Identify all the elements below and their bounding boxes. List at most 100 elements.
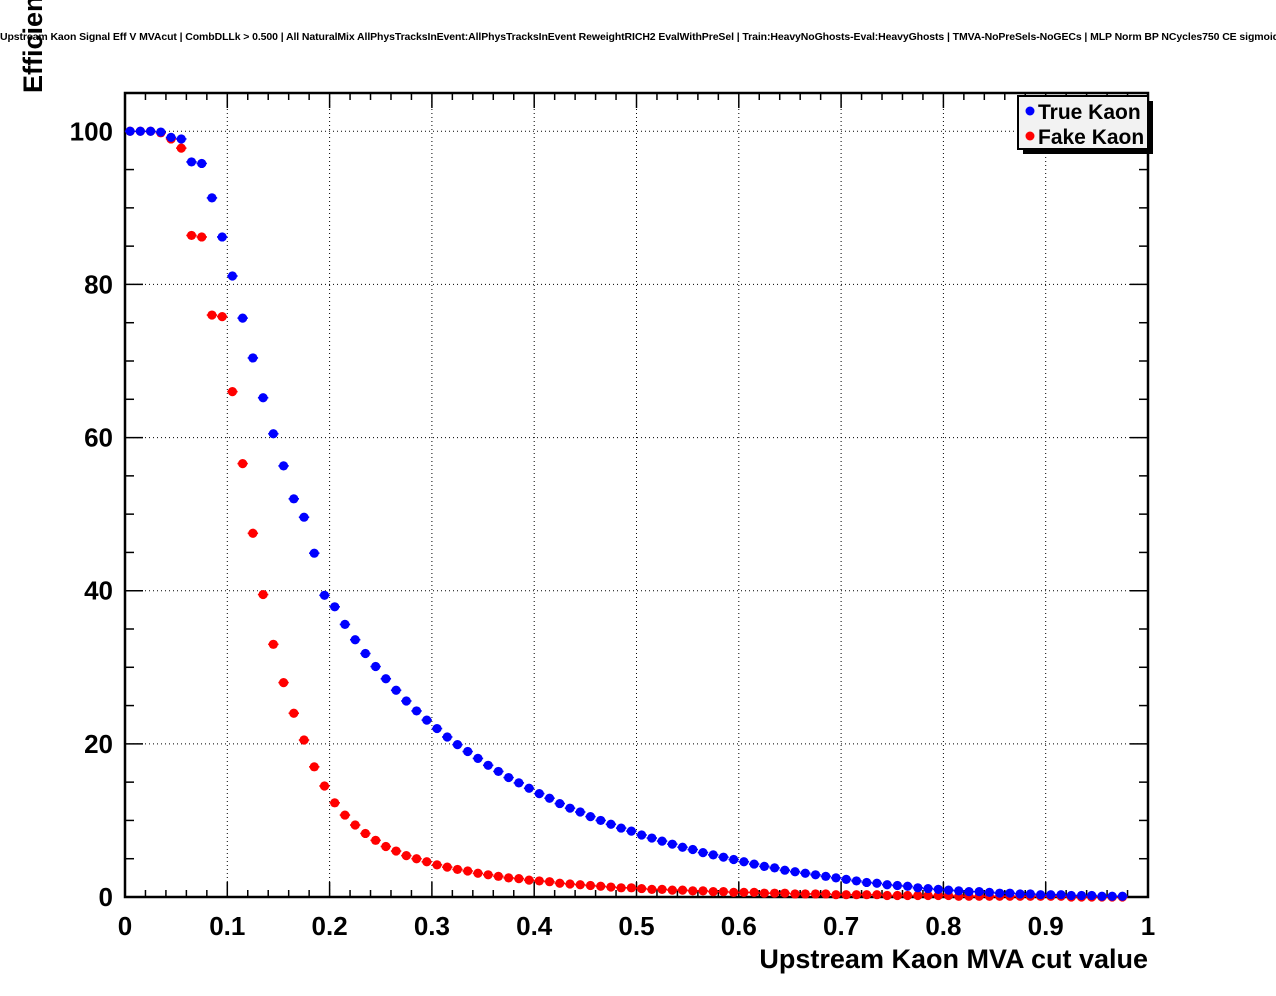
data-point [626, 826, 636, 836]
data-point [289, 708, 299, 718]
data-point [729, 887, 739, 898]
data-point [350, 635, 360, 645]
data-point [902, 881, 913, 891]
data-point [176, 134, 186, 144]
data-point [902, 890, 913, 901]
data-point [708, 887, 718, 897]
grid-lines [125, 93, 1148, 897]
data-point [1087, 890, 1097, 901]
data-point [923, 883, 933, 894]
data-point [350, 820, 360, 830]
data-point [207, 193, 217, 203]
data-point [555, 798, 565, 809]
data-point [473, 753, 483, 764]
data-point [759, 888, 769, 898]
data-point [504, 772, 514, 783]
data-point [360, 828, 371, 839]
data-point [616, 883, 626, 893]
data-point [739, 887, 749, 898]
data-point [1107, 891, 1117, 901]
data-point [984, 887, 995, 898]
data-point [637, 883, 647, 894]
data-point [544, 793, 555, 803]
data-point [606, 882, 616, 892]
data-point [238, 459, 248, 469]
data-point [739, 857, 749, 867]
data-point [340, 810, 350, 820]
data-point [1066, 890, 1076, 901]
data-point [913, 883, 923, 893]
data-point [1015, 889, 1025, 899]
data-point [176, 143, 186, 153]
data-point [790, 889, 800, 899]
data-point [452, 740, 463, 750]
data-point [616, 823, 626, 833]
data-point [892, 890, 902, 901]
data-point [319, 590, 330, 600]
data-point [534, 876, 544, 886]
data-point [565, 879, 575, 889]
data-point [780, 888, 790, 898]
data-point [166, 132, 176, 143]
data-point [882, 890, 892, 901]
data-point [391, 846, 401, 856]
data-point [473, 868, 483, 878]
legend-marker-true-kaon [1025, 106, 1035, 116]
data-point [135, 126, 145, 136]
data-point [483, 870, 493, 880]
data-point [268, 429, 278, 439]
y-tick-label: 20 [84, 729, 113, 759]
data-point [309, 762, 319, 772]
y-axis-title: Efficiency / % [18, 0, 48, 93]
data-point [923, 890, 933, 901]
data-point [770, 888, 780, 898]
x-tick-label: 0.3 [414, 911, 450, 941]
series-fake-kaon [124, 126, 1128, 902]
data-point [585, 880, 596, 891]
data-point [493, 766, 503, 777]
data-point [555, 878, 565, 888]
data-point [330, 602, 340, 612]
data-point [882, 880, 892, 890]
data-point [1097, 891, 1107, 901]
data-point [452, 864, 463, 875]
data-point [156, 127, 166, 137]
data-point [657, 836, 667, 846]
data-point [677, 885, 688, 895]
data-point [821, 889, 831, 899]
x-tick-label: 0.6 [721, 911, 757, 941]
data-point [145, 126, 156, 136]
legend: True Kaon Fake Kaon [1017, 95, 1153, 154]
x-tick-label: 0.4 [516, 911, 553, 941]
data-point [862, 877, 872, 888]
data-point [186, 230, 197, 241]
y-tick-label: 100 [70, 116, 113, 146]
data-point [749, 859, 759, 869]
data-point [371, 835, 381, 845]
data-point [1117, 891, 1128, 901]
data-point [504, 873, 514, 883]
legend-label-fake-kaon: Fake Kaon [1038, 126, 1144, 149]
data-point [524, 875, 534, 885]
data-point [197, 158, 207, 169]
data-point [851, 876, 862, 886]
data-point [790, 867, 800, 877]
data-point [432, 860, 442, 870]
data-point [759, 861, 769, 871]
data-point [217, 232, 227, 242]
data-point [432, 723, 442, 734]
data-point [596, 881, 606, 891]
legend-marker-fake-kaon [1025, 131, 1035, 141]
data-point [268, 639, 278, 649]
data-point [575, 880, 585, 890]
data-point [964, 887, 974, 897]
x-tick-label: 0.8 [925, 911, 961, 941]
data-point [831, 873, 841, 883]
data-point [258, 393, 268, 403]
data-point [299, 735, 309, 745]
data-point [831, 890, 841, 900]
data-point [626, 883, 636, 893]
data-point [493, 871, 503, 881]
x-tick-label: 0.2 [312, 911, 348, 941]
